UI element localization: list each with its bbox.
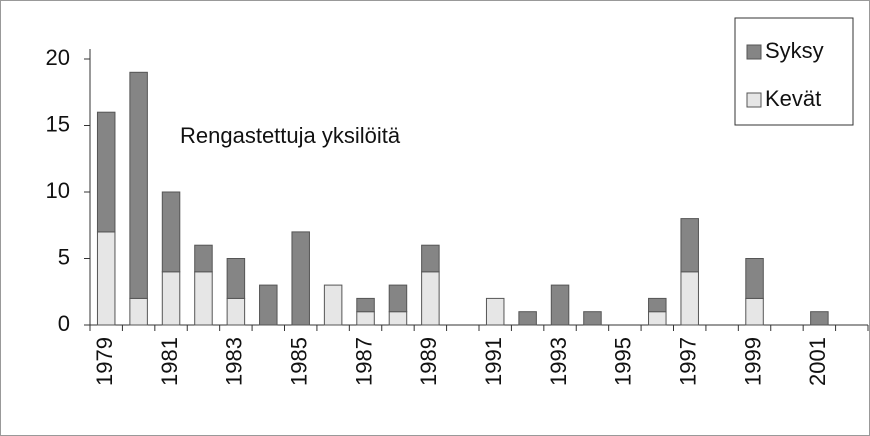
bar-segment bbox=[485, 297, 505, 326]
bar-segment bbox=[96, 111, 116, 233]
bar-segment bbox=[194, 271, 213, 326]
bar-segment bbox=[323, 284, 343, 326]
x-tick-label: 1979 bbox=[92, 337, 117, 386]
bar-segment bbox=[194, 244, 213, 273]
legend-label: Syksy bbox=[765, 38, 824, 63]
x-tick-label: 1993 bbox=[546, 337, 571, 386]
bar-segment bbox=[226, 297, 246, 326]
bar-segment bbox=[356, 311, 375, 326]
bar-segment bbox=[518, 311, 537, 326]
y-tick-label: 10 bbox=[46, 178, 70, 203]
y-tick-label: 5 bbox=[58, 244, 70, 269]
bar-segment bbox=[648, 311, 667, 326]
x-tick-label: 1983 bbox=[222, 337, 247, 386]
bar-segment bbox=[745, 258, 764, 299]
x-tick-label: 1987 bbox=[351, 337, 376, 386]
x-tick-label: 1995 bbox=[611, 337, 636, 386]
bar-segment bbox=[96, 231, 116, 326]
annotation: Rengastettuja yksilöitä bbox=[180, 123, 401, 148]
bar-segment bbox=[550, 284, 570, 326]
legend-swatch bbox=[746, 92, 762, 108]
bar-segment bbox=[291, 231, 310, 326]
x-tick-label: 1981 bbox=[157, 337, 182, 386]
y-tick-label: 15 bbox=[46, 111, 70, 136]
bar-segment bbox=[129, 297, 148, 326]
bar-segment bbox=[388, 284, 408, 313]
x-tick-label: 1989 bbox=[416, 337, 441, 386]
bar-segment bbox=[356, 297, 375, 313]
bar-segment bbox=[680, 218, 699, 273]
bar-segment bbox=[129, 71, 148, 299]
bar-segment bbox=[421, 244, 440, 273]
bar-segment bbox=[259, 284, 278, 326]
bar-segment bbox=[680, 271, 699, 326]
y-tick-label: 0 bbox=[58, 311, 70, 336]
bar-segment bbox=[161, 271, 181, 326]
x-tick-label: 1991 bbox=[481, 337, 506, 386]
bar-segment bbox=[745, 297, 764, 326]
x-tick-label: 1999 bbox=[740, 337, 765, 386]
bar-segment bbox=[421, 271, 440, 326]
bar-segment bbox=[583, 311, 602, 326]
legend-swatch bbox=[746, 44, 762, 60]
legend-label: Kevät bbox=[765, 86, 821, 111]
bar-segment bbox=[226, 258, 246, 299]
x-tick-label: 2001 bbox=[805, 337, 830, 386]
bar-segment bbox=[388, 311, 408, 326]
bar-segment bbox=[161, 191, 181, 273]
x-tick-label: 1985 bbox=[287, 337, 312, 386]
x-tick-label: 1997 bbox=[676, 337, 701, 386]
y-tick-label: 20 bbox=[46, 45, 70, 70]
bar-segment bbox=[648, 297, 667, 313]
bar-segment bbox=[810, 311, 829, 326]
